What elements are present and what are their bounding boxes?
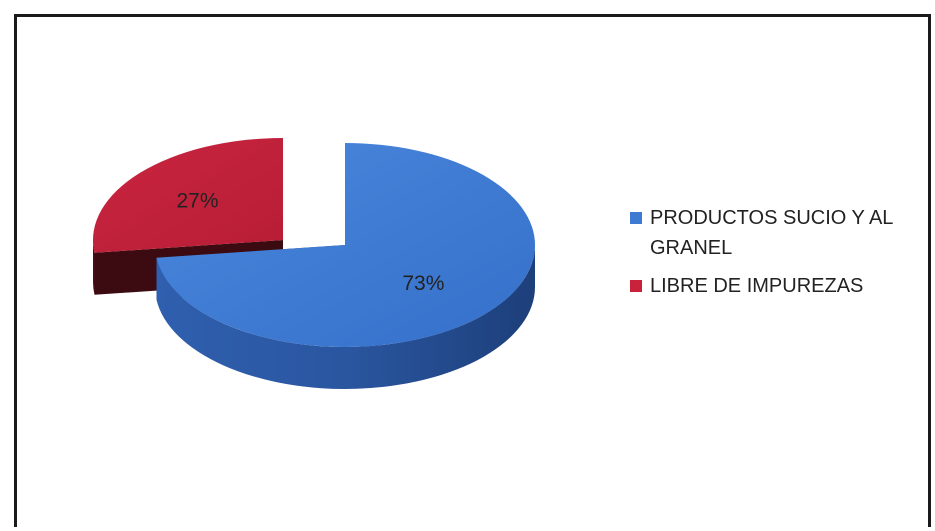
chart-legend: PRODUCTOS SUCIO Y AL GRANEL LIBRE DE IMP…: [630, 203, 930, 309]
legend-item-productos: PRODUCTOS SUCIO Y AL GRANEL: [630, 203, 930, 263]
legend-item-libre: LIBRE DE IMPUREZAS: [630, 271, 930, 301]
legend-label: PRODUCTOS SUCIO Y AL GRANEL: [650, 207, 893, 259]
data-label-productos: 73%: [402, 272, 444, 295]
data-label-libre: 27%: [176, 190, 218, 213]
legend-label: LIBRE DE IMPUREZAS: [650, 275, 864, 297]
legend-swatch-blue: [630, 212, 642, 224]
legend-swatch-red: [630, 280, 642, 292]
pie-slice-productos-sucio: [156, 143, 535, 390]
